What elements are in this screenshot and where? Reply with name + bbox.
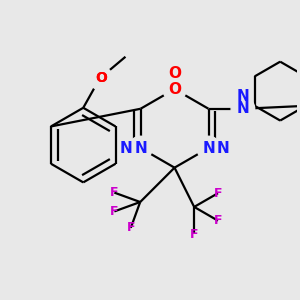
Text: N: N (202, 140, 215, 155)
Text: O: O (95, 71, 107, 85)
Text: O: O (95, 71, 107, 85)
Text: N: N (216, 140, 229, 155)
Text: F: F (127, 221, 135, 234)
Text: F: F (110, 186, 118, 199)
Text: N: N (120, 140, 133, 155)
Text: O: O (168, 82, 181, 97)
Text: F: F (214, 214, 222, 227)
Circle shape (89, 67, 113, 90)
Text: F: F (214, 187, 222, 200)
Circle shape (197, 136, 220, 160)
Text: N: N (134, 140, 147, 155)
Circle shape (231, 97, 255, 121)
Text: N: N (236, 89, 249, 104)
Circle shape (163, 77, 186, 101)
Circle shape (129, 136, 152, 160)
Text: N: N (236, 101, 249, 116)
Text: F: F (110, 205, 118, 218)
Text: O: O (168, 66, 181, 81)
Text: F: F (190, 228, 198, 241)
